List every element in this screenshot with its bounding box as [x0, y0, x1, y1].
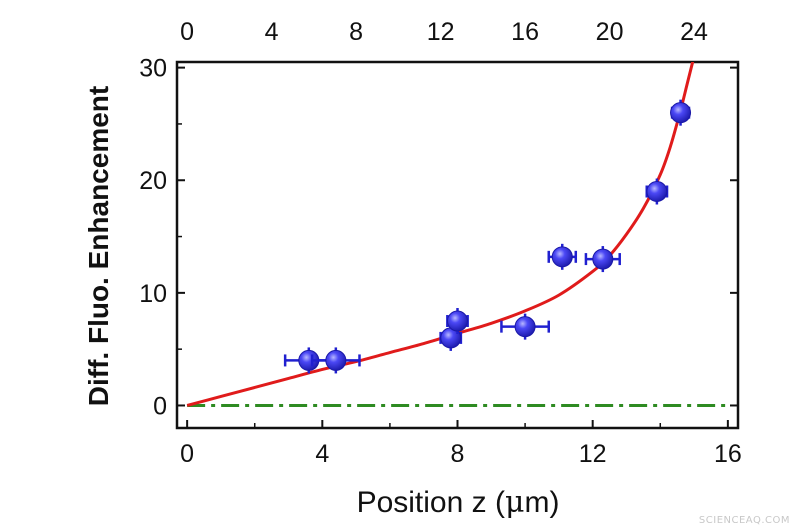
x-tick-label: 12: [579, 440, 607, 468]
marker: [592, 248, 614, 270]
y-tick-label: 10: [139, 280, 167, 308]
data-point: [446, 308, 469, 335]
marker: [325, 349, 347, 371]
y-tick-label: 20: [139, 167, 167, 195]
y-tick-label: 30: [139, 55, 167, 83]
x-tick-label: 16: [714, 440, 742, 468]
marker: [447, 310, 468, 332]
data-point: [645, 178, 669, 205]
top-tick-label: 24: [680, 18, 708, 46]
top-tick-label: 4: [265, 18, 279, 46]
top-tick-label: 12: [427, 18, 455, 46]
fit-curve: [186, 62, 695, 407]
x-axis-title: Position z (μm): [357, 485, 560, 520]
data-point: [500, 313, 550, 340]
watermark: SCIENCEAQ.COM: [698, 515, 790, 526]
top-tick-label: 8: [349, 18, 363, 46]
marker: [646, 181, 668, 203]
plot-frame: [175, 60, 740, 430]
data-point: [547, 243, 578, 270]
x-tick-label: 8: [451, 440, 465, 468]
top-tick-label: 0: [180, 18, 194, 46]
y-tick-label: 0: [153, 392, 167, 420]
x-tick-label: 4: [315, 440, 329, 468]
top-tick-label: 16: [511, 18, 539, 46]
marker: [551, 246, 573, 268]
data-point: [670, 99, 692, 126]
x-tick-label: 0: [180, 440, 194, 468]
top-tick-label: 20: [596, 18, 624, 46]
data-point: [584, 246, 621, 273]
data-point: [310, 347, 361, 374]
marker: [514, 316, 536, 338]
y-axis-title: Diff. Fluo. Enhancement: [83, 86, 114, 406]
marker: [670, 102, 692, 124]
